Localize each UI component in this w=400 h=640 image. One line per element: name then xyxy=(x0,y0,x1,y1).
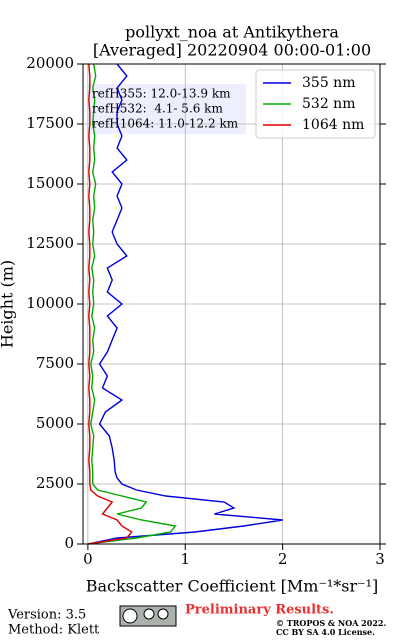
series-line xyxy=(87,63,133,545)
y-tick-label: 7500 xyxy=(36,354,74,372)
x-tick-label: 0 xyxy=(83,550,93,568)
annotation: refH1064: 11.0-12.2 km xyxy=(92,117,239,131)
y-tick-label: 12500 xyxy=(26,234,74,252)
annotation: refH355: 12.0-13.9 km xyxy=(92,87,231,101)
series-line xyxy=(87,63,177,545)
legend-label: 355 nm xyxy=(302,75,355,91)
y-tick-label: 0 xyxy=(64,534,74,552)
x-tick-label: 3 xyxy=(375,550,385,568)
annotation-box xyxy=(88,84,246,134)
x-axis-label: Backscatter Coefficient [Mm⁻¹*sr⁻¹] xyxy=(86,577,379,596)
legend-box xyxy=(255,69,376,139)
y-tick-label: 2500 xyxy=(36,474,74,492)
legend-label: 532 nm xyxy=(302,96,355,112)
cc-logo xyxy=(119,605,177,627)
legend: 355 nm 532 nm 1064 nm xyxy=(255,69,376,139)
y-tick-label: 10000 xyxy=(26,294,74,312)
annotation: refH532: 4.1- 5.6 km xyxy=(92,102,223,116)
copyright: © TROPOS & NOA 2022. xyxy=(276,618,386,628)
x-tick-label: 1 xyxy=(180,550,190,568)
chart-title: pollyxt_noa at Antikythera xyxy=(125,23,339,42)
plot-frame xyxy=(82,63,381,545)
y-axis-label: Height (m) xyxy=(0,260,17,348)
preliminary-note: Preliminary Results. xyxy=(185,603,334,618)
chart-subtitle: [Averaged] 20220904 00:00-01:00 xyxy=(93,41,371,60)
version: Version: 3.5 xyxy=(7,608,86,623)
series-line xyxy=(87,63,283,545)
y-tick-label: 17500 xyxy=(26,114,74,132)
legend-label: 1064 nm xyxy=(302,117,364,133)
y-tick-label: 20000 xyxy=(26,54,74,72)
y-tick-label: 15000 xyxy=(26,174,74,192)
license: CC BY SA 4.0 License. xyxy=(276,627,375,637)
method: Method: Klett xyxy=(8,623,100,638)
y-tick-label: 5000 xyxy=(36,414,74,432)
x-tick-label: 2 xyxy=(278,550,288,568)
